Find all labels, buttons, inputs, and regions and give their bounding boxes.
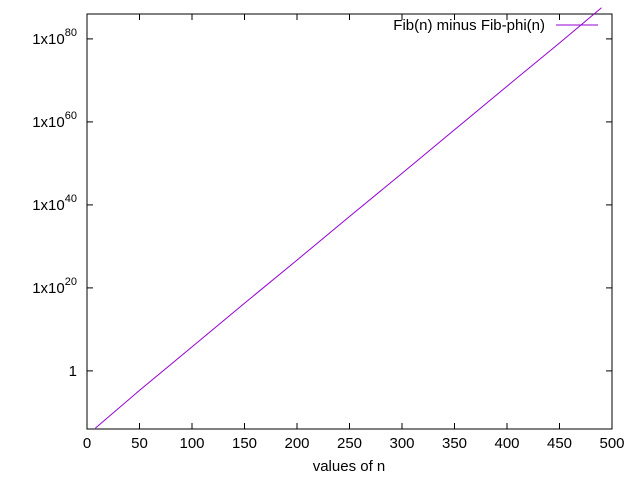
x-tick-label: 500 — [599, 435, 624, 452]
y-tick-label: 1 — [69, 363, 77, 380]
x-tick-label: 400 — [494, 435, 519, 452]
legend-label: Fib(n) minus Fib-phi(n) — [393, 17, 545, 34]
plot-frame — [86, 13, 613, 430]
x-tick-label: 350 — [442, 435, 467, 452]
x-tick-label: 250 — [337, 435, 362, 452]
x-tick-label: 50 — [131, 435, 148, 452]
x-tick-label: 100 — [179, 435, 204, 452]
x-tick-label: 300 — [389, 435, 414, 452]
y-tick-label: 1x1080 — [32, 27, 77, 48]
y-tick-label: 1x1020 — [32, 276, 77, 297]
x-tick-label: 0 — [83, 435, 91, 452]
x-tick-label: 200 — [284, 435, 309, 452]
x-axis-label: values of n — [313, 458, 386, 475]
x-tick-label: 150 — [232, 435, 257, 452]
y-tick-label: 1x1040 — [32, 193, 77, 214]
legend: Fib(n) minus Fib-phi(n) — [393, 17, 598, 34]
series-layer — [95, 7, 602, 429]
x-tick-label: 450 — [547, 435, 572, 452]
series-line — [95, 7, 602, 429]
x-axis-ticks: 0 50 100 150 200 250 300 350 400 450 500 — [83, 14, 625, 452]
y-tick-label: 1x1060 — [32, 110, 77, 131]
y-axis-ticks: 1 1x1020 1x1040 1x1060 1x1080 — [32, 27, 612, 380]
